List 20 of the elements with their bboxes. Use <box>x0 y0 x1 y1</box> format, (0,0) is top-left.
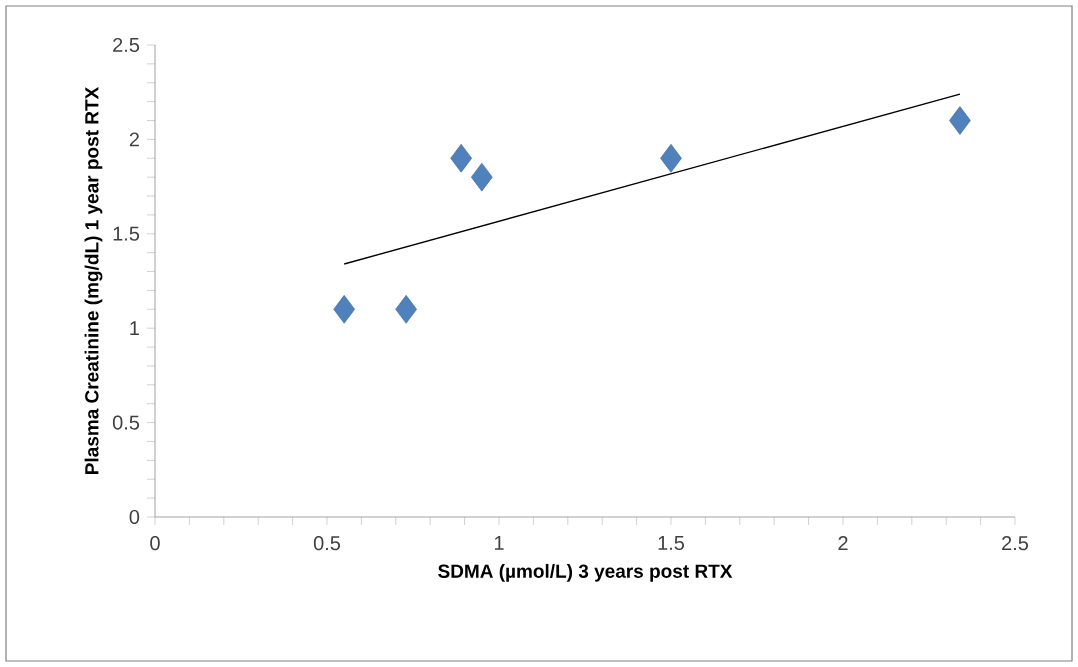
x-axis-title: SDMA (µmol/L) 3 years post RTX <box>438 563 733 582</box>
y-tick-label: 2 <box>129 132 139 147</box>
x-tick-label: 0.5 <box>313 536 341 551</box>
point <box>450 143 472 173</box>
x-tick-label: 2.5 <box>1002 536 1029 551</box>
x-tick-label: 1.5 <box>658 536 685 550</box>
point <box>395 295 417 324</box>
y-tick-label: 0.5 <box>112 415 140 430</box>
point <box>949 106 971 135</box>
y-tick-label: 1.5 <box>113 226 140 241</box>
y-tick-label: 1 <box>130 321 139 336</box>
point <box>660 143 682 173</box>
point <box>333 295 355 324</box>
x-tick-label: 1 <box>494 536 504 550</box>
point <box>471 162 493 192</box>
x-tick-label: 0 <box>150 536 160 551</box>
y-tick-label: 0 <box>129 509 140 525</box>
y-tick-label: 2.5 <box>113 37 140 53</box>
x-tick-label: 2 <box>838 536 848 551</box>
y-axis-title: Plasma Creatinine (mg/dL) 1 year post RTX <box>84 86 103 474</box>
